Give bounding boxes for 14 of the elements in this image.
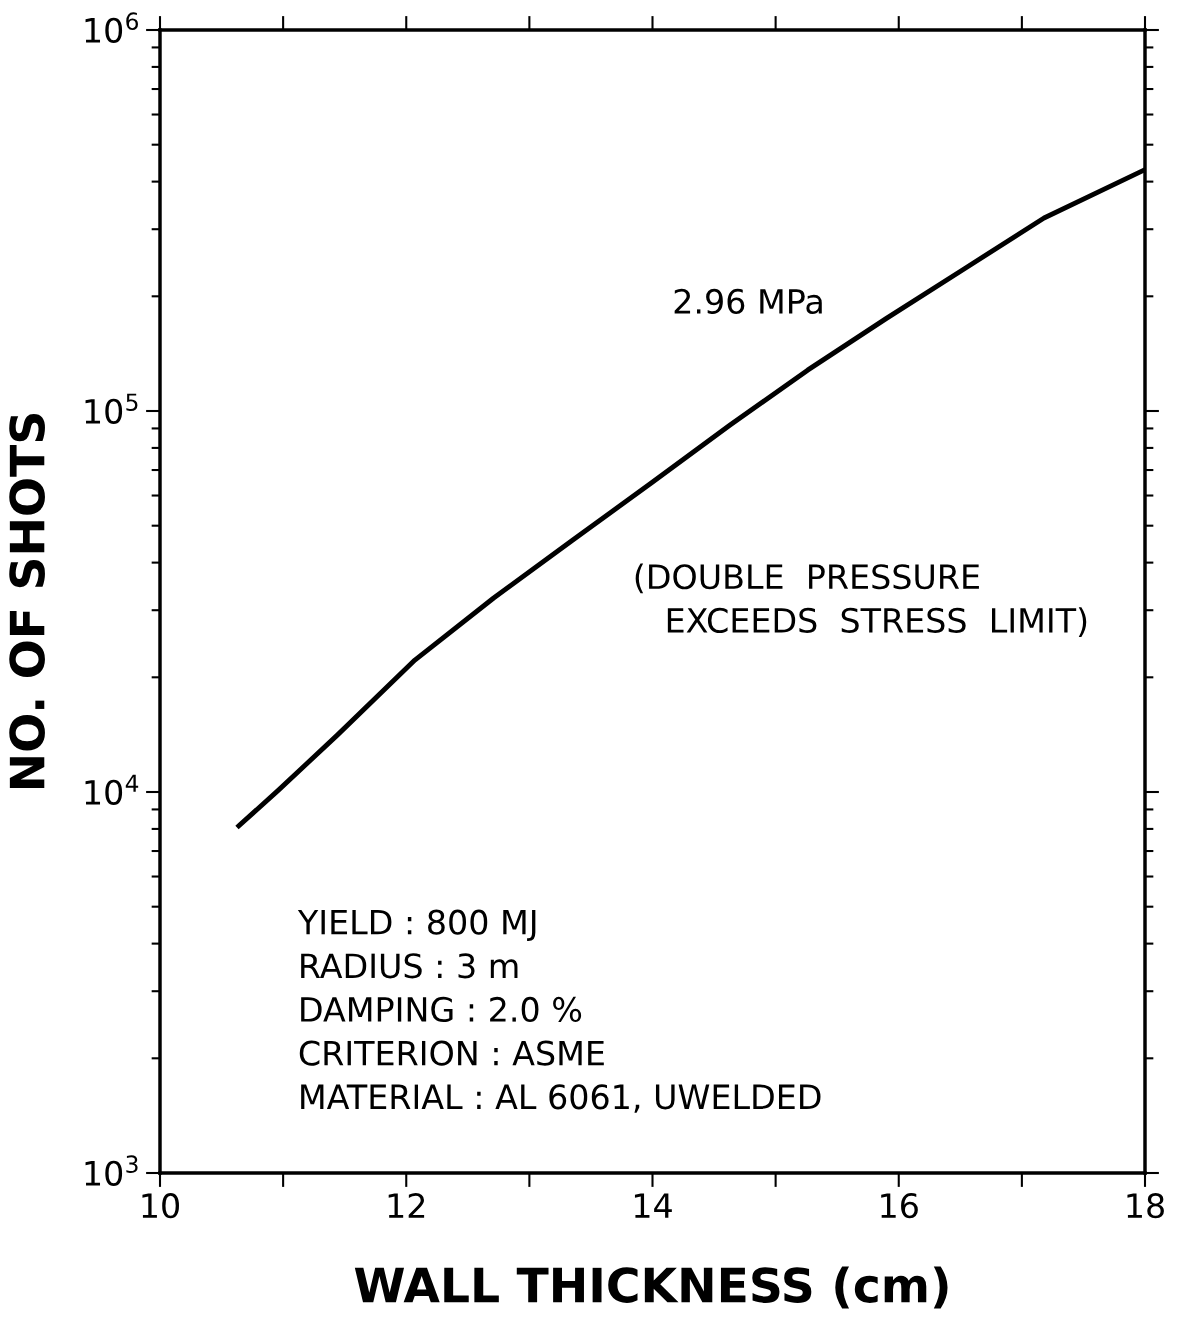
y-tick-label: 10$^{3}$ xyxy=(85,1155,138,1186)
x-tick-label: 16 xyxy=(881,1193,918,1219)
annotation: YIELD : 800 MJ RADIUS : 3 m DAMPING : 2.0 % CRITERION : ASME MATERIAL : AL 6061, UWELDED xyxy=(297,909,821,1113)
x-tick-label: 12 xyxy=(388,1193,425,1218)
x-tick-label: 10 xyxy=(142,1193,179,1219)
annotation: (DOUBLE PRESSURE EXCEEDS STRESS LIMIT) xyxy=(635,563,1087,637)
series-label: 2.96 MPa xyxy=(674,288,822,314)
y-tick-label: 10$^{5}$ xyxy=(85,393,138,424)
x-tick-label: 14 xyxy=(634,1193,672,1218)
x-axis-title: WALL THICKNESS (cm) xyxy=(354,1266,948,1309)
y-tick-label: 10$^{6}$ xyxy=(85,12,138,43)
y-tick-label: 10$^{4}$ xyxy=(85,774,139,805)
y-axis-title: NO. OF SHOTS xyxy=(9,414,45,789)
x-tick-label: 18 xyxy=(1127,1193,1164,1219)
